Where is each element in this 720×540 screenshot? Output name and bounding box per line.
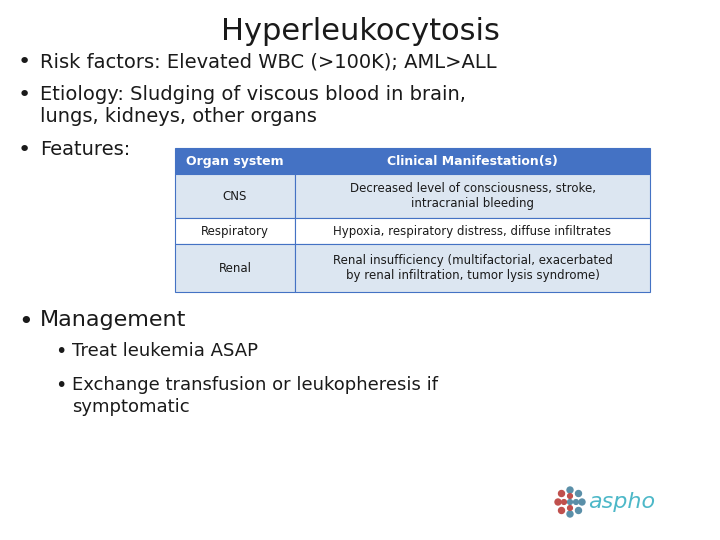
Bar bbox=[175, 174, 295, 218]
Circle shape bbox=[575, 490, 582, 496]
Bar bbox=[175, 148, 650, 174]
Text: symptomatic: symptomatic bbox=[72, 397, 189, 416]
Circle shape bbox=[555, 499, 561, 505]
Text: Clinical Manifestation(s): Clinical Manifestation(s) bbox=[387, 154, 558, 167]
Text: Etiology: Sludging of viscous blood in brain,: Etiology: Sludging of viscous blood in b… bbox=[40, 85, 466, 104]
Circle shape bbox=[559, 490, 564, 496]
Circle shape bbox=[575, 508, 582, 514]
Circle shape bbox=[567, 487, 573, 493]
Bar bbox=[175, 218, 295, 244]
Circle shape bbox=[567, 505, 572, 510]
Circle shape bbox=[559, 508, 564, 514]
Text: Management: Management bbox=[40, 310, 186, 330]
Bar bbox=[295, 174, 650, 218]
Circle shape bbox=[567, 511, 573, 517]
Text: Hypoxia, respiratory distress, diffuse infiltrates: Hypoxia, respiratory distress, diffuse i… bbox=[333, 225, 611, 238]
Text: lungs, kidneys, other organs: lungs, kidneys, other organs bbox=[40, 107, 317, 126]
Text: Respiratory: Respiratory bbox=[201, 225, 269, 238]
Bar bbox=[295, 244, 650, 292]
Circle shape bbox=[562, 500, 567, 504]
Circle shape bbox=[567, 500, 572, 504]
Text: •: • bbox=[55, 342, 66, 361]
Text: Exchange transfusion or leukopheresis if: Exchange transfusion or leukopheresis if bbox=[72, 376, 438, 394]
Text: •: • bbox=[18, 85, 31, 105]
Bar bbox=[175, 244, 295, 292]
Text: Decreased level of consciousness, stroke,
intracranial bleeding: Decreased level of consciousness, stroke… bbox=[349, 182, 595, 210]
Circle shape bbox=[567, 494, 572, 498]
Text: Renal: Renal bbox=[218, 261, 251, 274]
Text: aspho: aspho bbox=[588, 492, 655, 512]
Text: Treat leukemia ASAP: Treat leukemia ASAP bbox=[72, 342, 258, 360]
Text: Hyperleukocytosis: Hyperleukocytosis bbox=[220, 17, 500, 46]
Text: CNS: CNS bbox=[222, 190, 247, 202]
Text: Risk factors: Elevated WBC (>100K); AML>ALL: Risk factors: Elevated WBC (>100K); AML>… bbox=[40, 52, 497, 71]
Text: •: • bbox=[18, 52, 31, 72]
Text: Renal insufficiency (multifactorial, exacerbated
by renal infiltration, tumor ly: Renal insufficiency (multifactorial, exa… bbox=[333, 254, 613, 282]
Text: •: • bbox=[18, 310, 32, 334]
Text: Features:: Features: bbox=[40, 140, 130, 159]
Circle shape bbox=[579, 499, 585, 505]
Circle shape bbox=[574, 500, 578, 504]
Text: •: • bbox=[55, 376, 66, 395]
Text: Organ system: Organ system bbox=[186, 154, 284, 167]
Text: •: • bbox=[18, 140, 31, 160]
Bar bbox=[295, 218, 650, 244]
